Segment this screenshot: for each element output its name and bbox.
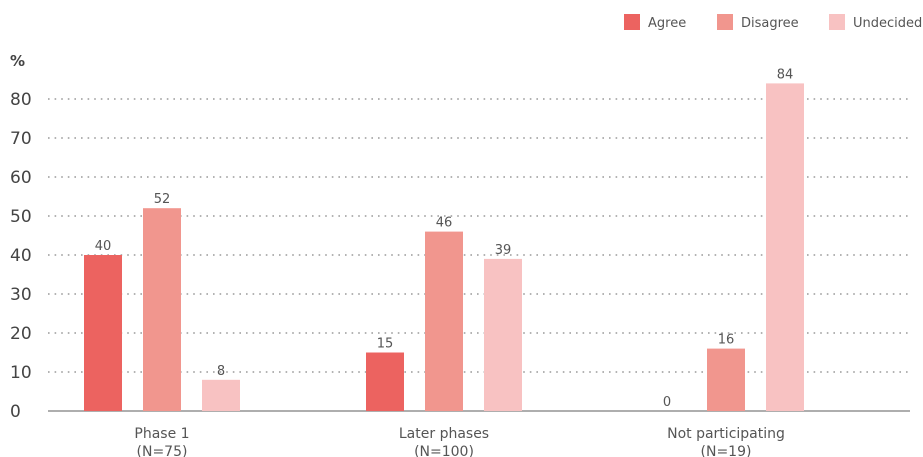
bar-value-label: 15: [377, 337, 394, 352]
legend-swatch: [829, 14, 845, 30]
x-category-label: Later phases: [399, 426, 489, 442]
bar-value-label: 84: [777, 67, 794, 82]
bar-value-label: 46: [436, 216, 453, 231]
y-tick-label: 40: [10, 246, 32, 266]
y-tick-label: 0: [10, 402, 21, 422]
x-category-sample-size: (N=19): [701, 444, 752, 457]
x-category-label: Phase 1: [134, 426, 189, 442]
y-tick-label: 80: [10, 90, 32, 110]
y-tick-label: 20: [10, 324, 32, 344]
x-category-label: Not participating: [667, 426, 785, 442]
legend: Agree Disagree Undecided: [624, 14, 922, 31]
bar: [366, 352, 404, 411]
y-tick-label: 60: [10, 168, 32, 188]
y-axis-ticks: 0 10 20 30 40 50 60 70 80: [10, 90, 32, 422]
bar-value-label: 16: [718, 333, 735, 348]
legend-swatch: [717, 14, 733, 30]
bars: 40 52 8 15 46 39 0 16 84: [84, 67, 804, 412]
y-tick-label: 70: [10, 129, 32, 149]
legend-label: Undecided: [853, 16, 922, 31]
bar: [84, 255, 122, 411]
y-tick-label: 30: [10, 285, 32, 305]
bar: [484, 258, 522, 411]
x-category-sample-size: (N=75): [137, 444, 188, 457]
bar-value-label: 0: [663, 395, 671, 410]
y-tick-label: 10: [10, 363, 32, 383]
legend-label: Agree: [648, 16, 686, 31]
bar-value-label: 39: [495, 243, 512, 258]
bar: [766, 83, 804, 412]
x-category-sample-size: (N=100): [414, 444, 474, 457]
bar-value-label: 40: [95, 239, 112, 254]
legend-swatch: [624, 14, 640, 30]
bar: [143, 208, 181, 411]
bar-value-label: 52: [154, 192, 171, 207]
bar-value-label: 8: [217, 364, 225, 379]
y-axis-unit-label: %: [10, 52, 25, 70]
y-tick-label: 50: [10, 207, 32, 227]
bar: [202, 379, 240, 411]
bar: [425, 231, 463, 411]
legend-label: Disagree: [741, 16, 799, 31]
bar: [707, 348, 745, 411]
x-axis-categories: Phase 1 (N=75) Later phases (N=100) Not part…: [134, 426, 784, 457]
